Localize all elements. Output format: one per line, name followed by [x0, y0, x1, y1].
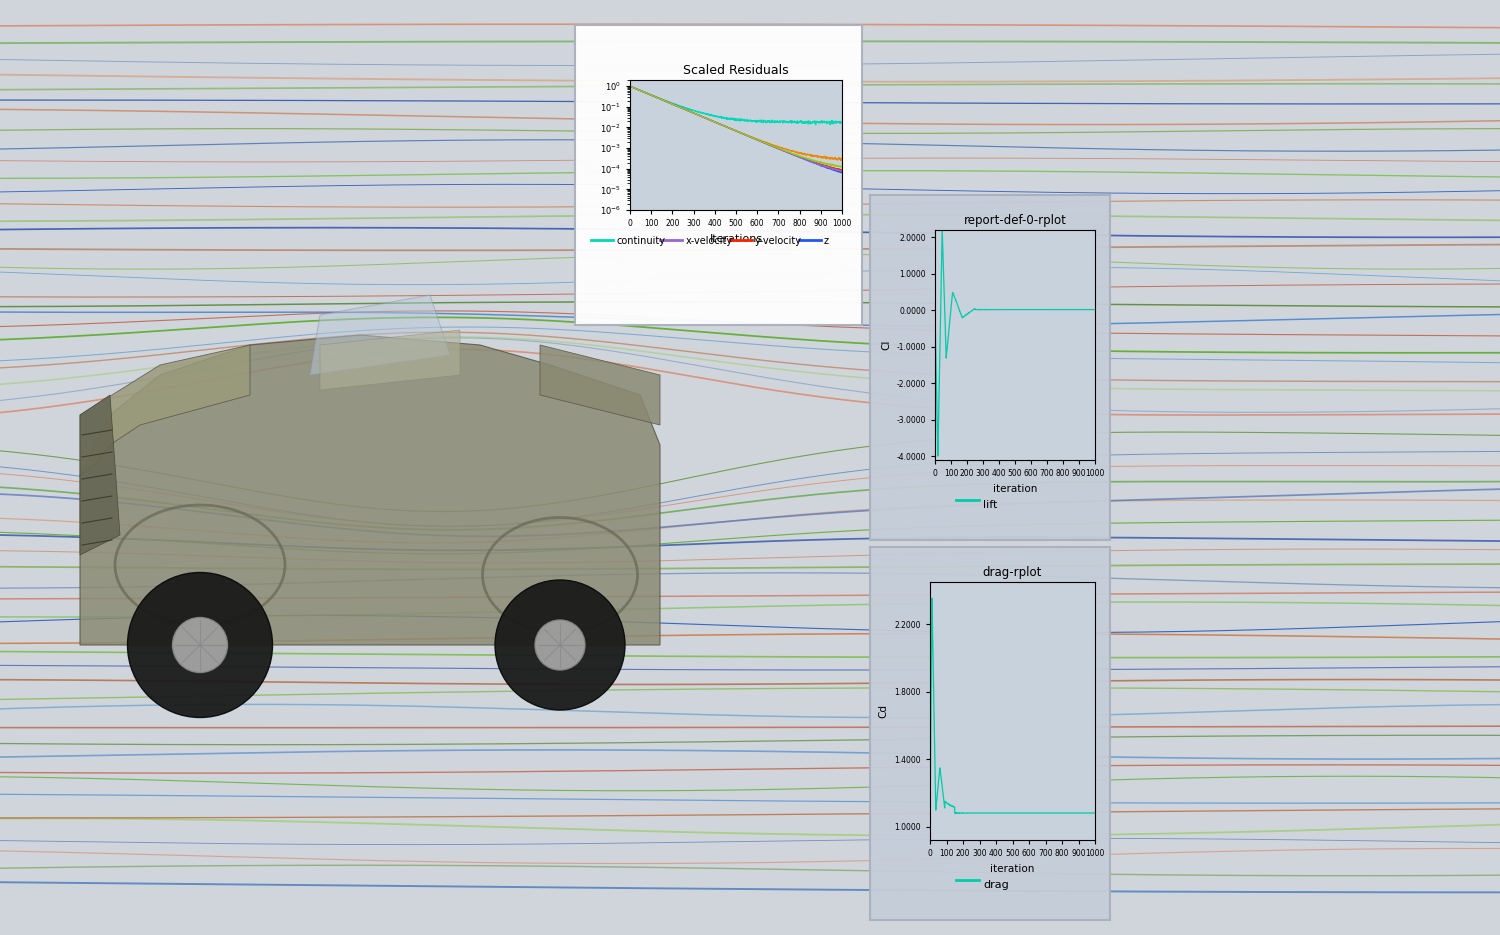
Polygon shape — [540, 345, 660, 425]
Title: Scaled Residuals: Scaled Residuals — [682, 65, 789, 78]
Ellipse shape — [536, 620, 585, 670]
Ellipse shape — [172, 617, 228, 672]
X-axis label: Iterations: Iterations — [710, 234, 762, 244]
Polygon shape — [80, 335, 660, 645]
Text: x-velocity: x-velocity — [686, 236, 732, 246]
Text: y-velocity: y-velocity — [754, 236, 801, 246]
Bar — [870, 547, 1110, 920]
Title: drag-rplot: drag-rplot — [982, 567, 1042, 580]
Text: lift: lift — [982, 500, 998, 511]
Text: z: z — [824, 236, 830, 246]
Y-axis label: Cd: Cd — [879, 704, 890, 718]
X-axis label: iteration: iteration — [993, 483, 1036, 494]
Bar — [870, 195, 1110, 540]
Text: continuity: continuity — [616, 236, 664, 246]
Ellipse shape — [495, 580, 626, 710]
Y-axis label: Cl: Cl — [880, 339, 891, 351]
Title: report-def-0-rplot: report-def-0-rplot — [963, 214, 1066, 227]
Polygon shape — [320, 330, 460, 390]
X-axis label: iteration: iteration — [990, 864, 1035, 873]
Polygon shape — [80, 345, 251, 475]
Polygon shape — [80, 395, 120, 555]
Text: drag: drag — [982, 881, 1010, 890]
Polygon shape — [310, 295, 450, 375]
Ellipse shape — [128, 572, 273, 717]
Bar — [574, 25, 862, 325]
